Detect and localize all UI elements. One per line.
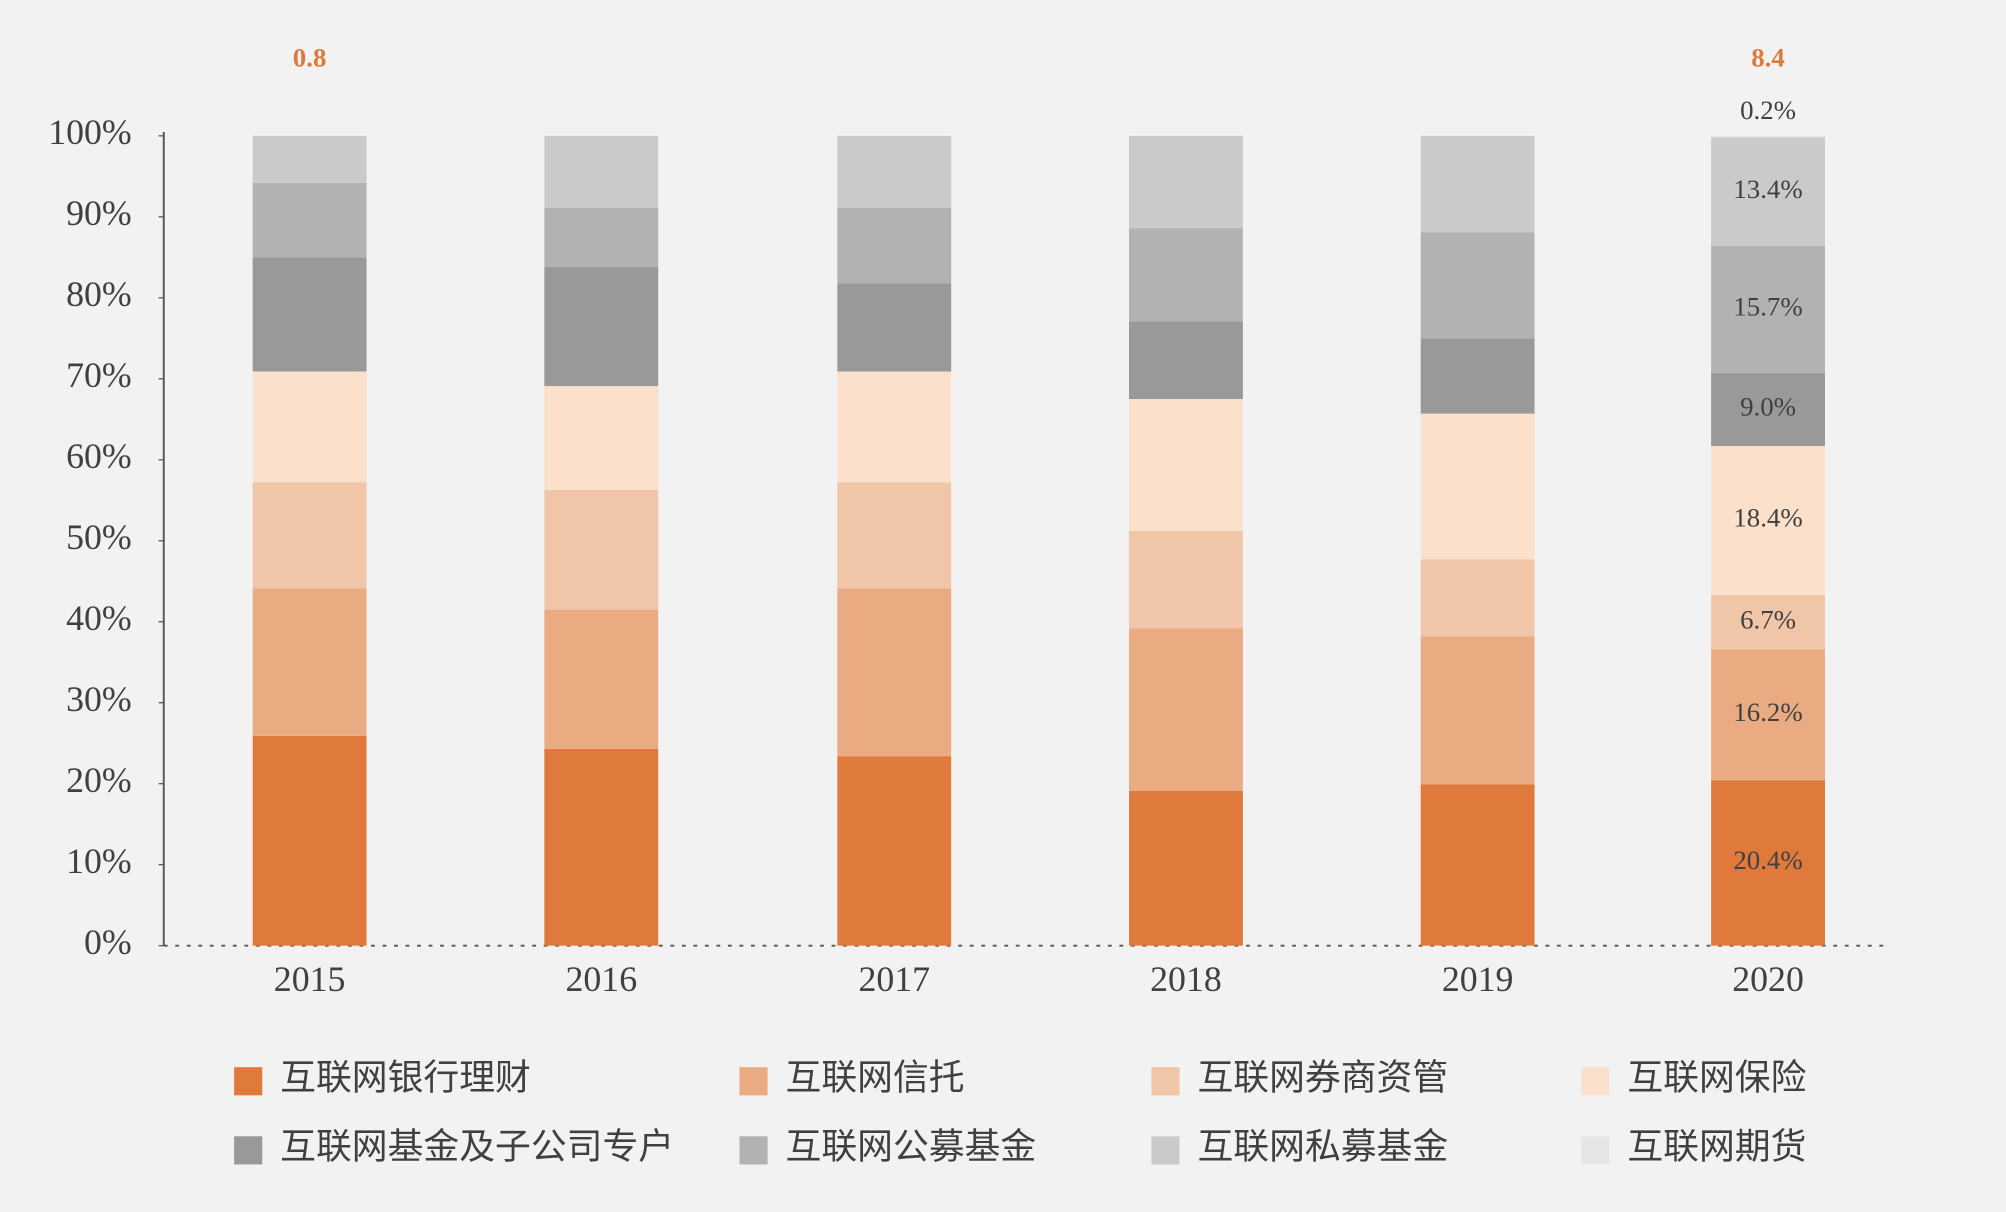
- bar-segment: [1129, 228, 1243, 322]
- legend-swatch: [739, 1067, 768, 1096]
- legend-label: 互联网保险: [1627, 1057, 1806, 1097]
- bar-segment: [544, 489, 659, 610]
- bar-segment: [1711, 446, 1825, 596]
- x-tick-label: 2020: [1732, 959, 1804, 999]
- bar-segment: [544, 609, 659, 749]
- legend-swatch: [1151, 1136, 1180, 1165]
- x-tick-label: 2018: [1150, 959, 1222, 999]
- bar-segment: [837, 371, 952, 483]
- y-tick-label: 0%: [84, 922, 132, 962]
- legend-label: 互联网公募基金: [786, 1127, 1037, 1167]
- bar-segment: [1711, 373, 1825, 447]
- bar-segment: [1129, 135, 1243, 229]
- y-tick-label: 70%: [66, 355, 132, 395]
- bar-segment: [544, 207, 659, 268]
- x-tick-label: 2015: [274, 959, 346, 999]
- bar-segment: [252, 257, 367, 372]
- bar-segment: [1711, 137, 1825, 246]
- bar-segment: [837, 207, 952, 284]
- bar-segment: [252, 371, 367, 483]
- bar-segment: [1420, 559, 1535, 637]
- bar-segment: [544, 135, 659, 208]
- bar-segment: [1420, 413, 1535, 560]
- bar-segment: [1420, 784, 1535, 946]
- bar-segment: [544, 386, 659, 490]
- bar-segment: [252, 482, 367, 589]
- bar-segment: [837, 756, 952, 946]
- y-tick-label: 100%: [48, 112, 132, 152]
- legend-swatch: [739, 1136, 768, 1165]
- legend-swatch: [1151, 1067, 1180, 1096]
- y-tick-label: 90%: [66, 193, 132, 233]
- x-tick-label: 2016: [565, 959, 637, 999]
- data-label: 15.7%: [1733, 292, 1802, 322]
- bar-segment: [837, 135, 952, 208]
- bar-segment: [1711, 649, 1825, 781]
- bar-segment: [1420, 636, 1535, 785]
- data-label: 13.4%: [1733, 174, 1802, 204]
- bar-segment: [1711, 135, 1825, 138]
- y-tick-label: 60%: [66, 436, 132, 476]
- bar-segment: [252, 182, 367, 258]
- bar-segment: [1129, 790, 1243, 946]
- bar-segment: [1711, 780, 1825, 946]
- bar-segment: [252, 135, 367, 183]
- annotation: 0.8: [293, 43, 327, 73]
- bar-segment: [544, 748, 659, 946]
- data-label: 0.2%: [1740, 95, 1796, 125]
- bar-segment: [837, 588, 952, 757]
- bar-segment: [1129, 321, 1243, 400]
- bar-segment: [837, 283, 952, 372]
- bar-segment: [544, 267, 659, 387]
- bar-segment: [1420, 338, 1535, 414]
- bar-segment: [1129, 399, 1243, 532]
- bar-segment: [1420, 135, 1535, 233]
- data-label: 18.4%: [1733, 503, 1802, 533]
- bar-segment: [1129, 628, 1243, 791]
- bar-segment: [252, 735, 367, 946]
- y-tick-label: 30%: [66, 679, 132, 719]
- legend-label: 互联网期货: [1627, 1127, 1806, 1167]
- y-tick-label: 50%: [66, 517, 132, 557]
- bar-segment: [252, 588, 367, 736]
- x-tick-label: 2017: [858, 959, 930, 999]
- legend-label: 互联网券商资管: [1197, 1057, 1448, 1097]
- y-tick-label: 20%: [66, 760, 132, 800]
- data-label: 6.7%: [1740, 604, 1796, 634]
- y-tick-label: 40%: [66, 598, 132, 638]
- data-label: 20.4%: [1733, 845, 1802, 875]
- legend-label: 互联网银行理财: [280, 1057, 531, 1097]
- y-tick-label: 80%: [66, 274, 132, 314]
- data-label: 9.0%: [1740, 392, 1796, 422]
- x-tick-label: 2019: [1442, 959, 1514, 999]
- legend-label: 互联网基金及子公司专户: [280, 1127, 674, 1167]
- bar-segment: [1711, 245, 1825, 374]
- legend-swatch: [1581, 1136, 1610, 1165]
- bar-segment: [1129, 531, 1243, 629]
- y-tick-label: 10%: [66, 841, 132, 881]
- legend-swatch: [234, 1136, 263, 1165]
- bar-segment: [837, 482, 952, 589]
- data-label: 16.2%: [1733, 697, 1802, 727]
- legend-swatch: [1581, 1067, 1610, 1096]
- legend-swatch: [234, 1067, 263, 1096]
- bar-segment: [1420, 232, 1535, 339]
- legend-label: 互联网信托: [786, 1057, 965, 1097]
- annotation: 8.4: [1751, 43, 1785, 73]
- legend-label: 互联网私募基金: [1197, 1127, 1448, 1167]
- bar-segment: [1711, 595, 1825, 650]
